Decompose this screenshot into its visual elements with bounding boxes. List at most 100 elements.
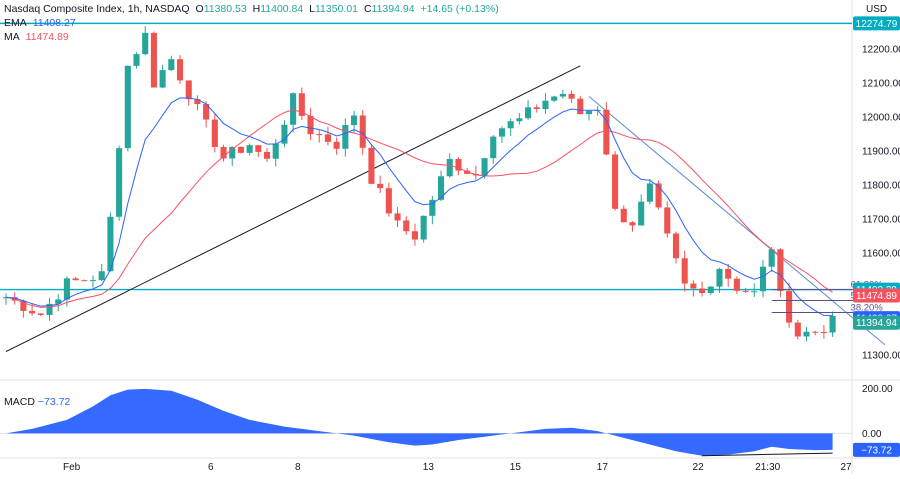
- macd-value: −73.72: [37, 396, 71, 408]
- uptrend-trendline: [5, 65, 581, 353]
- candle-body: [324, 134, 331, 142]
- macd-tick-label: 0.00: [862, 429, 882, 440]
- ema-value: 11408.27: [32, 17, 76, 29]
- candle-body: [281, 124, 288, 144]
- candle-body: [429, 199, 436, 216]
- candle-body: [255, 145, 262, 152]
- candle-body: [333, 141, 340, 149]
- x-tick-label: Feb: [63, 462, 81, 473]
- candle-body: [481, 158, 488, 176]
- candle-body: [272, 143, 279, 159]
- candle-body: [690, 283, 697, 289]
- x-tick-label: 6: [208, 462, 214, 473]
- candle-body: [551, 96, 558, 101]
- candle-body: [777, 249, 784, 291]
- candle-body: [559, 93, 566, 97]
- x-tick-label: 17: [597, 462, 609, 473]
- candle-body: [533, 107, 540, 110]
- candle-body: [438, 176, 445, 200]
- candle-body: [298, 93, 305, 116]
- price-tag-label: 11474.89: [856, 291, 897, 302]
- macd-divergence-line: [702, 452, 833, 457]
- candle-body: [525, 107, 532, 119]
- candle-body: [246, 145, 253, 153]
- candle-body: [803, 331, 810, 337]
- candle-body: [124, 65, 131, 149]
- candle-body: [420, 215, 427, 240]
- candle-body: [29, 310, 36, 314]
- candle-body: [725, 268, 732, 279]
- candle-body: [98, 271, 105, 281]
- candle-body: [385, 188, 392, 214]
- candle-body: [176, 59, 184, 81]
- candle-body: [655, 183, 662, 208]
- candle-body: [20, 300, 27, 311]
- x-tick-label: 22: [693, 462, 705, 473]
- candle-body: [446, 159, 453, 177]
- high-value: 11400.84: [260, 3, 304, 15]
- candle-body: [812, 331, 819, 333]
- y-tick-label: 12000.00: [862, 112, 900, 123]
- ema-label: EMA: [4, 17, 27, 29]
- macd-value-tag-label: −73.72: [861, 445, 892, 456]
- candle-body: [794, 322, 801, 337]
- macd-legend[interactable]: MACD −73.72: [4, 396, 70, 408]
- candle-body: [829, 315, 836, 333]
- ma-line: [5, 109, 833, 308]
- high-label: H: [252, 3, 261, 15]
- candle-body: [142, 32, 149, 55]
- x-tick-label: 8: [295, 462, 301, 473]
- low-value: 11350.01: [315, 3, 359, 15]
- ma-label: MA: [4, 31, 20, 43]
- candle-body: [742, 290, 749, 292]
- macd-area: [6, 388, 833, 456]
- candle-body: [403, 220, 410, 232]
- candle-body: [203, 104, 210, 120]
- candle-body: [638, 201, 645, 226]
- candle-body: [681, 258, 688, 284]
- candle-body: [646, 183, 653, 202]
- candle-body: [733, 278, 740, 291]
- y-tick-label: 12100.00: [862, 78, 900, 89]
- currency-label: USD: [866, 4, 887, 15]
- candle-body: [81, 280, 88, 282]
- symbol-title: Nasdaq Composite Index, 1h, NASDAQ: [4, 3, 190, 15]
- candle-body: [368, 147, 375, 184]
- candle-body: [194, 99, 201, 105]
- price-tag-label: 11394.94: [856, 318, 897, 329]
- x-tick-label: 15: [510, 462, 522, 473]
- candle-body: [150, 32, 157, 88]
- candle-body: [263, 151, 271, 159]
- ma-legend[interactable]: MA 11474.89: [4, 31, 72, 43]
- candle-body: [577, 98, 584, 115]
- candle-body: [759, 266, 767, 292]
- candle-body: [699, 288, 706, 294]
- candle-body: [37, 313, 44, 315]
- candle-body: [542, 100, 549, 110]
- candle-body: [664, 207, 671, 234]
- y-tick-label: 12200.00: [862, 44, 900, 55]
- symbol-legend: Nasdaq Composite Index, 1h, NASDAQ O1138…: [4, 3, 502, 15]
- candle-body: [411, 231, 418, 240]
- candle-body: [394, 213, 401, 221]
- candle-body: [516, 118, 523, 122]
- y-tick-label: 11600.00: [862, 248, 900, 259]
- ema-legend[interactable]: EMA 11408.27: [4, 17, 79, 29]
- price-tag-box: [853, 288, 900, 303]
- candle-body: [786, 290, 793, 323]
- y-tick-label: 11300.00: [862, 350, 900, 361]
- candle-body: [455, 159, 462, 171]
- y-tick-label: 11700.00: [862, 214, 900, 225]
- candle-body: [220, 146, 227, 159]
- candle-body: [585, 110, 593, 115]
- candle-body: [490, 136, 497, 159]
- candle-body: [72, 278, 79, 281]
- macd-tick-label: 200.00: [862, 384, 893, 395]
- candle-body: [612, 154, 619, 209]
- ema-line: [5, 97, 833, 317]
- close-label: C: [363, 3, 372, 15]
- open-label: O: [195, 3, 204, 15]
- candle-body: [768, 249, 775, 267]
